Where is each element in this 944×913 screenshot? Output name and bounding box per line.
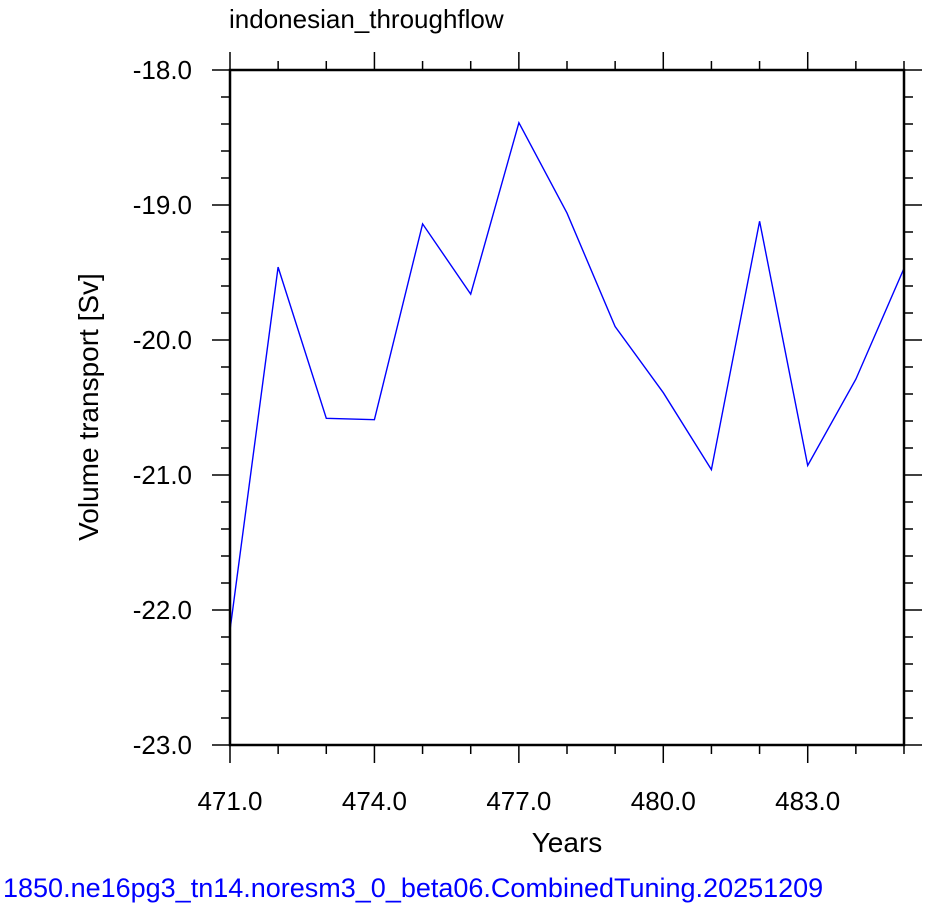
x-tick-label: 480.0 bbox=[631, 786, 696, 816]
x-tick-label: 471.0 bbox=[197, 786, 262, 816]
x-tick-label: 483.0 bbox=[775, 786, 840, 816]
series-line bbox=[229, 120, 905, 631]
x-tick-label: 477.0 bbox=[486, 786, 551, 816]
chart-title: indonesian_throughflow bbox=[229, 4, 504, 34]
footer-label: 1850.ne16pg3_tn14.noresm3_0_beta06.Combi… bbox=[3, 873, 823, 903]
x-tick-label: 474.0 bbox=[342, 786, 407, 816]
axis-ticks bbox=[212, 52, 922, 763]
y-tick-labels: -18.0 -19.0 -20.0 -21.0 -22.0 -23.0 bbox=[133, 55, 192, 760]
plot-frame bbox=[228, 68, 906, 747]
y-tick-label: -19.0 bbox=[133, 190, 192, 220]
y-tick-label: -18.0 bbox=[133, 55, 192, 85]
x-axis-label: Years bbox=[532, 827, 603, 858]
y-tick-label: -23.0 bbox=[133, 730, 192, 760]
y-tick-label: -22.0 bbox=[133, 595, 192, 625]
y-axis-label: Volume transport [Sv] bbox=[73, 273, 104, 541]
y-tick-label: -20.0 bbox=[133, 325, 192, 355]
x-tick-labels: 471.0 474.0 477.0 480.0 483.0 bbox=[197, 786, 840, 816]
y-tick-label: -21.0 bbox=[133, 460, 192, 490]
